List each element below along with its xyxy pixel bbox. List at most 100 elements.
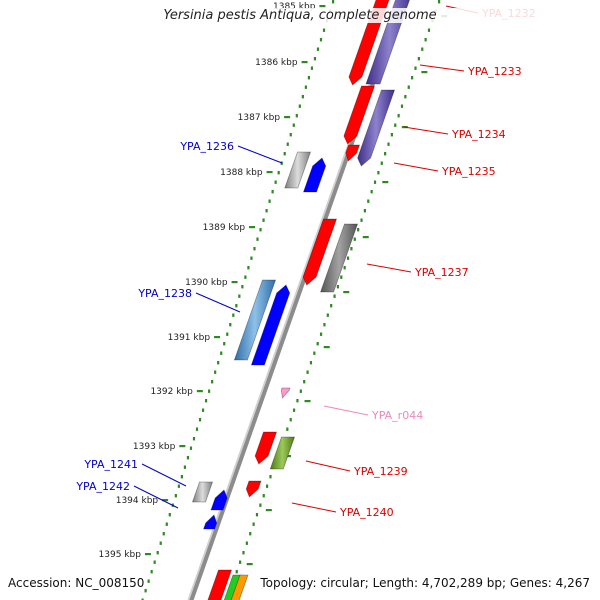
scale-label: 1388 kbp <box>220 168 263 178</box>
left-tick-track-dot <box>201 408 205 412</box>
left-tick-track-dot <box>165 522 168 526</box>
scale-tick-left <box>249 226 256 229</box>
scale-tick-left <box>162 499 169 502</box>
right-tick-track-dot <box>367 199 370 203</box>
right-tick-track-dot <box>397 114 400 118</box>
scale-label: 1393 kbp <box>133 442 176 452</box>
scale-tick-left <box>301 61 308 64</box>
gene-label-ypa-1241: YPA_1241 <box>83 458 138 471</box>
left-tick-track-dot <box>322 28 326 32</box>
left-tick-track-dot <box>235 304 238 308</box>
right-tick-track-dot <box>336 285 340 289</box>
scale-tick-right <box>362 236 369 239</box>
right-tick-track-dot <box>343 266 346 270</box>
gene-label-ypa-1240: YPA_1240 <box>339 506 394 519</box>
left-tick-track-dot <box>332 0 335 4</box>
right-tick-track-dot <box>245 541 248 545</box>
left-tick-track-dot <box>168 513 171 517</box>
right-tick-track-dot <box>262 494 265 498</box>
left-tick-track-dot <box>259 228 262 232</box>
left-tick-track-dot <box>220 351 223 355</box>
scale-tick-left <box>144 553 151 556</box>
left-tick-track-dot <box>198 418 202 422</box>
left-tick-track-dot <box>241 285 244 289</box>
topology-text: Topology: circular; Length: 4,702,289 bp… <box>260 576 590 590</box>
gene-leader-line <box>141 463 187 487</box>
left-tick-track-dot <box>174 494 177 498</box>
left-tick-track-dot <box>265 209 268 213</box>
gene-leader-line <box>133 485 179 509</box>
left-tick-track-dot <box>292 123 295 127</box>
right-tick-track-dot <box>326 313 329 317</box>
right-tick-track-dot <box>377 171 380 175</box>
left-tick-track-dot <box>301 95 304 99</box>
left-tick-track-dot <box>319 38 323 42</box>
gene-ypa-1237 <box>302 218 338 286</box>
gene-ypa-1238-box <box>233 279 277 361</box>
left-tick-track-dot <box>183 465 187 469</box>
right-tick-track-dot <box>373 180 377 184</box>
scale-tick-right <box>421 71 428 74</box>
scale-tick-left <box>179 445 186 448</box>
left-tick-track-dot <box>253 247 256 251</box>
left-tick-track-dot <box>214 370 217 374</box>
right-tick-track-dot <box>363 209 367 213</box>
scale-label: 1395 kbp <box>99 550 142 560</box>
right-tick-track-dot <box>360 218 363 222</box>
gene-label-ypa-1235: YPA_1235 <box>441 165 496 178</box>
right-tick-track-dot <box>400 104 404 108</box>
right-tick-track-dot <box>330 304 333 308</box>
right-tick-track-dot <box>319 332 323 336</box>
gene-ypa-1234 <box>343 85 376 145</box>
gene-ypa-1236-box <box>284 151 312 189</box>
gene-bottom-a <box>207 569 233 600</box>
gene-label-ypa-1234: YPA_1234 <box>451 128 506 141</box>
gene-leader-line <box>291 502 337 513</box>
left-tick-track-dot <box>159 541 162 545</box>
scale-label: 1385 kbp <box>273 2 316 12</box>
left-tick-track-dot <box>307 76 311 80</box>
left-tick-track-dot <box>310 66 314 70</box>
right-tick-track-dot <box>346 256 350 260</box>
right-tick-track-dot <box>255 513 259 517</box>
right-tick-track-dot <box>424 38 427 42</box>
left-tick-track-dot <box>256 237 259 241</box>
left-tick-track-dot <box>192 437 196 441</box>
gene-ypa-1235-box <box>357 89 396 167</box>
gene-ypa-1242 <box>203 514 218 530</box>
right-tick-track-dot <box>417 57 420 61</box>
gene-ypa-1241-box <box>191 481 214 503</box>
right-tick-track-dot <box>266 484 269 488</box>
left-tick-track-dot <box>277 171 280 175</box>
left-tick-track-dot <box>147 579 150 583</box>
right-tick-track-dot <box>316 342 319 346</box>
right-tick-track-dot <box>394 123 397 127</box>
gene-ypa-1235 <box>345 144 361 162</box>
left-tick-track-dot <box>316 47 320 51</box>
right-tick-track-dot <box>306 370 309 374</box>
gene-ypa-1241 <box>210 489 228 511</box>
left-tick-track-dot <box>286 142 289 146</box>
scale-tick-right <box>304 400 311 403</box>
accession-text: Accession: NC_008150 <box>8 576 145 590</box>
gene-label-ypa-1236: YPA_1236 <box>179 140 234 153</box>
left-tick-track-dot <box>271 190 274 194</box>
right-tick-track-dot <box>269 475 272 479</box>
right-tick-track-dot <box>309 361 313 365</box>
gene-label-ypa-1238: YPA_1238 <box>137 287 192 300</box>
right-tick-track-dot <box>384 152 387 156</box>
gene-label-ypa-1242: YPA_1242 <box>75 480 130 493</box>
gene-label-ypa-r044: YPA_r044 <box>371 409 423 422</box>
scale-label: 1392 kbp <box>150 387 193 397</box>
scale-tick-right <box>382 181 389 184</box>
scale-tick-left <box>214 336 221 339</box>
right-tick-track-dot <box>404 95 407 99</box>
right-tick-track-dot <box>299 389 302 393</box>
right-tick-track-dot <box>390 133 393 137</box>
scale-label: 1387 kbp <box>238 113 281 123</box>
left-tick-track-dot <box>180 475 183 479</box>
right-tick-track-dot <box>427 28 431 32</box>
right-tick-track-dot <box>239 560 242 564</box>
